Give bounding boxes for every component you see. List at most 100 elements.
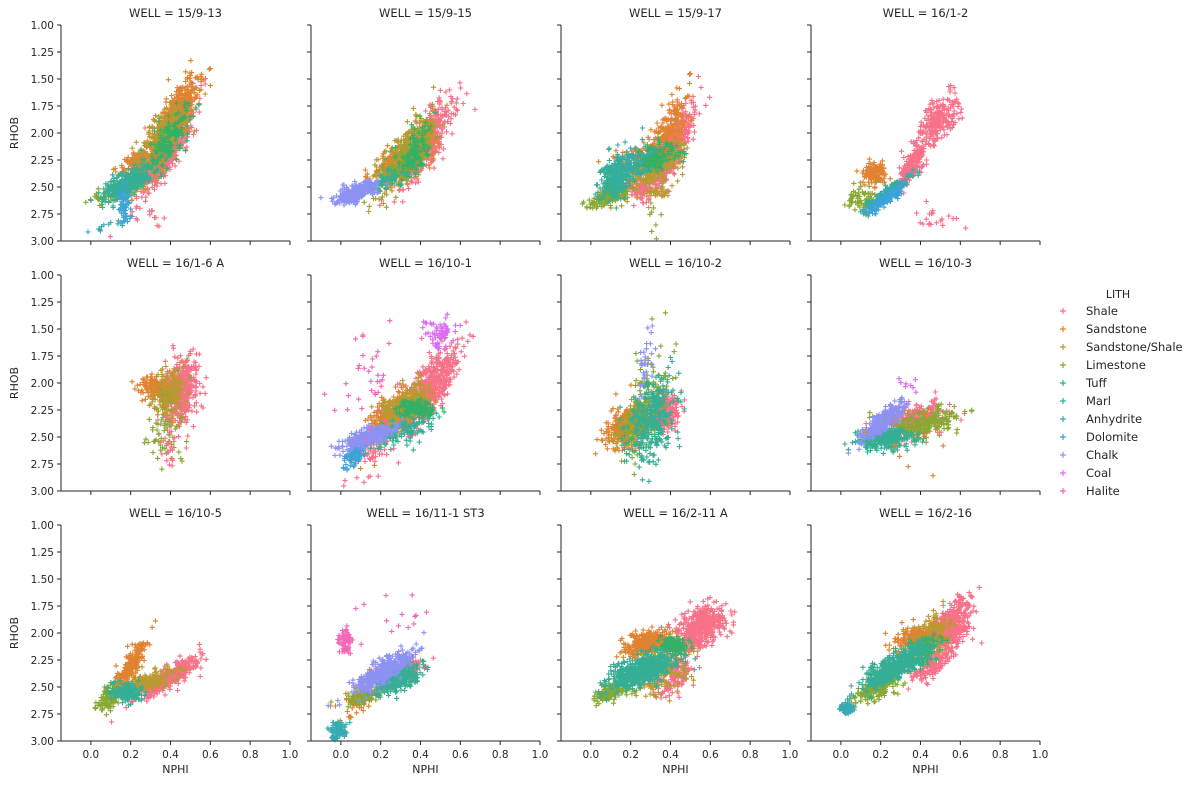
lith-cluster bbox=[596, 641, 698, 703]
legend-label: Coal bbox=[1086, 466, 1111, 480]
legend-item: Limestone bbox=[1060, 358, 1146, 372]
legend-item: Dolomite bbox=[1060, 430, 1138, 444]
data-point-markers bbox=[845, 630, 944, 702]
scatter-points bbox=[92, 618, 209, 725]
lith-cluster bbox=[353, 592, 430, 647]
x-tick-label: 0.8 bbox=[742, 749, 759, 761]
data-point-markers bbox=[392, 395, 447, 427]
panel-title: WELL = 16/10-3 bbox=[879, 256, 972, 270]
legend-label: Anhydrite bbox=[1086, 412, 1142, 426]
lith-cluster bbox=[133, 203, 167, 229]
lith-cluster bbox=[116, 178, 135, 225]
lith-cluster bbox=[854, 156, 893, 196]
x-tick-label: 0.8 bbox=[242, 749, 259, 761]
lith-cluster bbox=[141, 367, 194, 472]
x-tick-label: 0.6 bbox=[702, 749, 719, 761]
x-tick-label: 0.0 bbox=[83, 749, 100, 761]
lith-cluster bbox=[665, 595, 738, 668]
y-tick-label: 1.25 bbox=[31, 297, 54, 309]
legend-label: Tuff bbox=[1085, 376, 1108, 390]
x-tick-label: 0.4 bbox=[162, 749, 179, 761]
data-point-markers bbox=[353, 592, 430, 647]
y-tick-label: 2.25 bbox=[31, 405, 54, 417]
data-point-markers bbox=[594, 125, 659, 188]
panel-title: WELL = 16/10-1 bbox=[379, 256, 472, 270]
plus-marker-icon bbox=[1060, 362, 1066, 368]
lith-cluster bbox=[647, 200, 664, 242]
x-tick-label: 0.0 bbox=[333, 749, 350, 761]
data-point-markers bbox=[157, 434, 189, 469]
lith-cluster bbox=[860, 171, 914, 219]
data-point-markers bbox=[860, 171, 914, 219]
panel-title: WELL = 16/2-16 bbox=[879, 506, 972, 520]
data-point-markers bbox=[647, 200, 664, 242]
plus-marker-icon bbox=[1060, 434, 1066, 440]
facet-panel: WELL = 16/10-3 bbox=[807, 256, 1041, 495]
data-point-markers bbox=[325, 630, 427, 709]
y-tick-label: 1.50 bbox=[31, 324, 54, 336]
data-point-markers bbox=[896, 136, 930, 196]
y-tick-label: 1.50 bbox=[31, 574, 54, 586]
data-point-markers bbox=[318, 178, 390, 208]
lith-cluster bbox=[845, 630, 944, 702]
y-tick-label: 2.00 bbox=[31, 378, 54, 390]
data-point-markers bbox=[617, 354, 688, 484]
lith-cluster bbox=[104, 678, 149, 708]
y-tick-label: 3.00 bbox=[31, 236, 54, 248]
y-tick-label: 2.00 bbox=[31, 628, 54, 640]
panel-title: WELL = 16/10-5 bbox=[129, 506, 222, 520]
scatter-points bbox=[842, 375, 975, 479]
data-point-markers bbox=[665, 595, 738, 668]
legend-item: Anhydrite bbox=[1060, 412, 1142, 426]
scatter-points bbox=[83, 58, 213, 240]
data-point-markers bbox=[325, 719, 353, 743]
x-tick-label: 0.4 bbox=[912, 749, 929, 761]
lith-cluster bbox=[335, 623, 356, 657]
plus-marker-icon bbox=[1060, 344, 1066, 350]
lith-cluster bbox=[862, 411, 946, 479]
legend-label: Limestone bbox=[1086, 358, 1146, 372]
facet-panel: WELL = 16/2-11 A 0.0 0.2 0.4 0.6 0.8 1.0 NPHI bbox=[557, 506, 798, 776]
legend-item: Tuff bbox=[1060, 376, 1108, 390]
y-tick-label: 2.25 bbox=[31, 655, 54, 667]
facet-panel: WELL = 16/11-1 ST3 0.0 0.2 0.4 0.6 0.8 1.0 NPHI bbox=[307, 506, 548, 776]
data-point-markers bbox=[634, 184, 671, 200]
y-axis-label: RHOB bbox=[8, 617, 21, 649]
y-axis-label: RHOB bbox=[8, 367, 21, 399]
facet-panel: WELL = 16/1-6 A 1.00 1.25 1.50 1.75 2.00 2.25 2… bbox=[8, 256, 291, 498]
x-tick-label: 1.0 bbox=[1032, 749, 1049, 761]
lith-cluster bbox=[914, 198, 969, 231]
scatter-points bbox=[325, 592, 436, 743]
lith-cluster bbox=[896, 136, 930, 196]
legend-label: Chalk bbox=[1086, 448, 1119, 462]
facet-panel: WELL = 15/9-15 bbox=[307, 6, 541, 245]
panel-title: WELL = 15/9-17 bbox=[629, 6, 722, 20]
y-tick-label: 2.50 bbox=[31, 682, 54, 694]
lith-cluster bbox=[845, 395, 912, 456]
legend-label: Marl bbox=[1086, 394, 1111, 408]
plus-marker-icon bbox=[1060, 398, 1066, 404]
facet-panel: WELL = 15/9-17 bbox=[557, 6, 791, 245]
scatter-points bbox=[593, 310, 688, 484]
lith-cluster bbox=[328, 420, 402, 458]
y-tick-label: 2.75 bbox=[31, 709, 54, 721]
lith-cluster bbox=[318, 178, 390, 208]
legend-label: Dolomite bbox=[1086, 430, 1138, 444]
data-point-markers bbox=[133, 203, 167, 229]
y-tick-label: 2.75 bbox=[31, 459, 54, 471]
plus-marker-icon bbox=[1060, 326, 1066, 332]
panel-title: WELL = 16/10-2 bbox=[629, 256, 722, 270]
y-tick-label: 2.00 bbox=[31, 128, 54, 140]
facet-panel: WELL = 16/1-2 bbox=[807, 6, 1041, 245]
legend-title: LITH bbox=[1106, 288, 1130, 301]
plus-marker-icon bbox=[1060, 380, 1066, 386]
legend-label: Sandstone/Shale bbox=[1086, 340, 1183, 354]
y-tick-label: 3.00 bbox=[31, 486, 54, 498]
facet-panel: WELL = 16/2-16 0.0 0.2 0.4 0.6 0.8 1.0 NPHI bbox=[807, 506, 1048, 776]
x-tick-label: 0.0 bbox=[583, 749, 600, 761]
lith-cluster bbox=[392, 395, 447, 427]
x-tick-label: 0.2 bbox=[872, 749, 889, 761]
y-tick-label: 1.00 bbox=[31, 520, 54, 532]
x-tick-label: 0.2 bbox=[372, 749, 389, 761]
x-axis-label: NPHI bbox=[412, 763, 438, 776]
